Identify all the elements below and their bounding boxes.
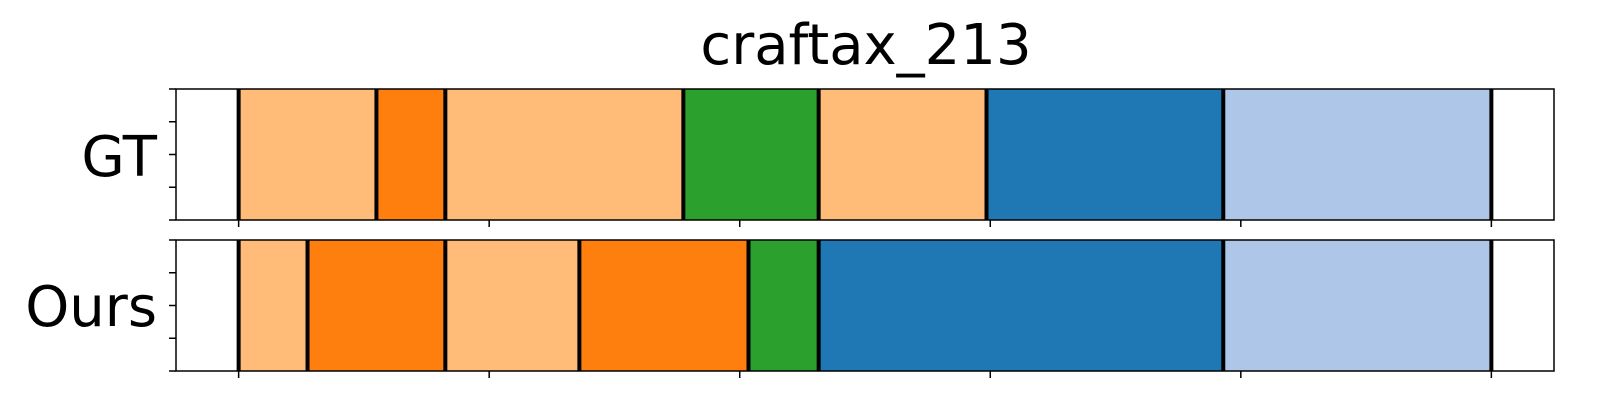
rows-layer: GT Ours	[25, 88, 1555, 378]
chart-title: craftax_213	[700, 13, 1031, 78]
segment-bar	[579, 240, 749, 371]
row-label: GT	[81, 125, 157, 190]
segment-bar	[307, 240, 446, 371]
segment-bar	[986, 89, 1224, 220]
segment-bar	[376, 89, 446, 220]
row-gt: GT	[81, 88, 1555, 227]
segment-bar	[818, 240, 1224, 371]
segment-bar	[1223, 89, 1492, 220]
segment-bar	[748, 240, 819, 371]
row-ours: Ours	[25, 239, 1555, 378]
segment-bar	[445, 89, 684, 220]
segment-bar	[683, 89, 819, 220]
segment-bar	[1223, 240, 1492, 371]
segment-bar	[445, 240, 580, 371]
segment-bar	[238, 89, 377, 220]
segment-bar	[238, 240, 308, 371]
segment-bar	[818, 89, 987, 220]
row-label: Ours	[25, 275, 157, 340]
